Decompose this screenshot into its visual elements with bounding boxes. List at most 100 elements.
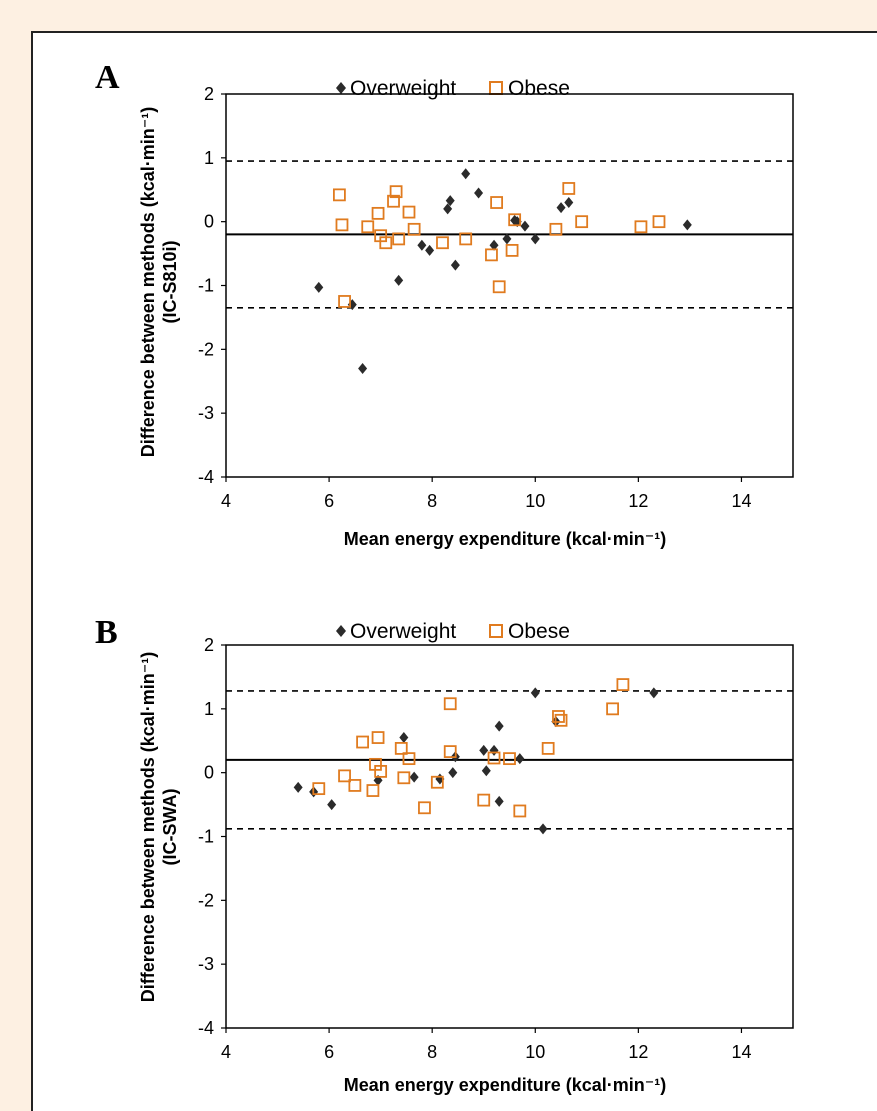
data-point-obese (348, 779, 362, 792)
data-point-obese (616, 678, 630, 691)
y-tick-label: -4 (198, 467, 214, 487)
x-tick-label: 6 (324, 491, 334, 511)
data-point-obese (356, 735, 369, 749)
data-point-overweight (515, 753, 525, 765)
x-tick-label: 8 (427, 491, 437, 511)
data-point-obese (338, 295, 351, 308)
data-point-overweight (530, 233, 540, 245)
data-point-obese (407, 222, 421, 236)
legend-a: Overweight Obese (336, 77, 570, 100)
data-point-obese (492, 280, 506, 294)
legend-label-obese-b: Obese (508, 620, 570, 643)
data-point-obese (397, 771, 411, 785)
y-tick-label: -1 (198, 276, 214, 296)
legend-marker-obese-a (489, 81, 503, 95)
data-point-obese (371, 731, 385, 744)
data-point-obese (513, 804, 527, 818)
panel-label-b: B (95, 614, 118, 651)
y-tick-label: 1 (204, 148, 214, 168)
y-tick-label: -2 (198, 890, 214, 910)
data-point-obese (443, 697, 457, 711)
data-point-overweight (448, 767, 458, 779)
data-point-obese (332, 188, 346, 202)
legend-b: Overweight Obese (336, 620, 570, 643)
data-point-overweight (520, 220, 530, 232)
x-tick-label: 14 (731, 491, 751, 511)
y-axis-title-a: Difference between methods (kcal·min⁻¹) (138, 107, 158, 458)
data-point-overweight (417, 239, 427, 251)
legend-marker-obese-b (489, 624, 503, 638)
data-point-overweight (494, 720, 504, 732)
y-tick-label: 0 (204, 212, 214, 232)
data-point-overweight (489, 744, 499, 756)
x-tick-label: 12 (628, 1042, 648, 1062)
data-point-overweight (409, 771, 419, 783)
data-point-obese (366, 784, 380, 797)
data-point-obese (634, 220, 648, 234)
data-point-overweight (474, 187, 484, 199)
data-point-obese (562, 182, 576, 195)
data-point-overweight (494, 795, 504, 807)
x-tick-label: 14 (731, 1042, 751, 1062)
x-tick-label: 6 (324, 1042, 334, 1062)
data-point-obese (436, 236, 449, 250)
data-point-overweight (293, 781, 303, 793)
data-point-overweight (443, 203, 453, 215)
data-point-obese (371, 206, 385, 220)
y-tick-label: 2 (204, 635, 214, 655)
data-point-overweight (481, 765, 491, 777)
data-point-obese (505, 243, 519, 257)
data-point-obese (361, 220, 375, 234)
data-point-overweight (489, 239, 499, 251)
data-point-overweight (479, 744, 489, 756)
x-axis-title-a: Mean energy expenditure (kcal·min⁻¹) (344, 529, 667, 549)
data-point-obese (389, 185, 403, 199)
legend-label-obese-a: Obese (508, 77, 570, 100)
x-tick-label: 4 (221, 1042, 231, 1062)
data-point-obese (508, 213, 522, 227)
data-point-obese (387, 194, 400, 208)
data-point-obese (490, 196, 504, 209)
x-tick-label: 8 (427, 1042, 437, 1062)
data-point-obese (430, 775, 444, 789)
x-tick-label: 10 (525, 1042, 545, 1062)
data-point-overweight (649, 687, 659, 699)
data-point-overweight (556, 202, 566, 214)
plot-frame-b (225, 644, 794, 1029)
data-point-obese (374, 764, 388, 778)
data-point-overweight (327, 799, 337, 811)
data-point-overweight (450, 259, 460, 271)
y-tick-label: -4 (198, 1018, 214, 1038)
data-point-obese (379, 236, 393, 250)
data-point-obese (485, 248, 498, 262)
data-point-obese (606, 702, 619, 716)
plot-frame-a (225, 93, 794, 478)
y-axis-title-b: Difference between methods (kcal·min⁻¹) (138, 652, 158, 1003)
data-point-obese (487, 751, 501, 765)
data-point-overweight (564, 197, 574, 209)
data-point-obese (552, 710, 565, 723)
panel-label-a: A (95, 59, 120, 96)
y-tick-label: -3 (198, 403, 214, 423)
x-tick-label: 4 (221, 491, 231, 511)
legend-marker-overweight-a (336, 82, 346, 94)
data-point-obese (402, 752, 416, 766)
data-point-obese (443, 745, 457, 759)
y-axis-subtitle-a: (IC-S810i) (160, 240, 180, 323)
data-point-obese (652, 215, 666, 229)
y-tick-label: -2 (198, 339, 214, 359)
data-point-obese (459, 232, 473, 246)
data-point-obese (402, 205, 416, 219)
data-point-overweight (502, 233, 512, 245)
data-point-overweight (314, 281, 324, 293)
y-axis-subtitle-b: (IC-SWA) (160, 789, 180, 866)
figure-frame (31, 31, 877, 1111)
data-point-obese (477, 793, 491, 807)
x-tick-label: 10 (525, 491, 545, 511)
data-point-overweight (538, 823, 548, 835)
data-point-obese (541, 742, 555, 755)
data-point-obese (394, 742, 408, 755)
data-point-overweight (530, 687, 540, 699)
data-point-overweight (425, 244, 435, 256)
